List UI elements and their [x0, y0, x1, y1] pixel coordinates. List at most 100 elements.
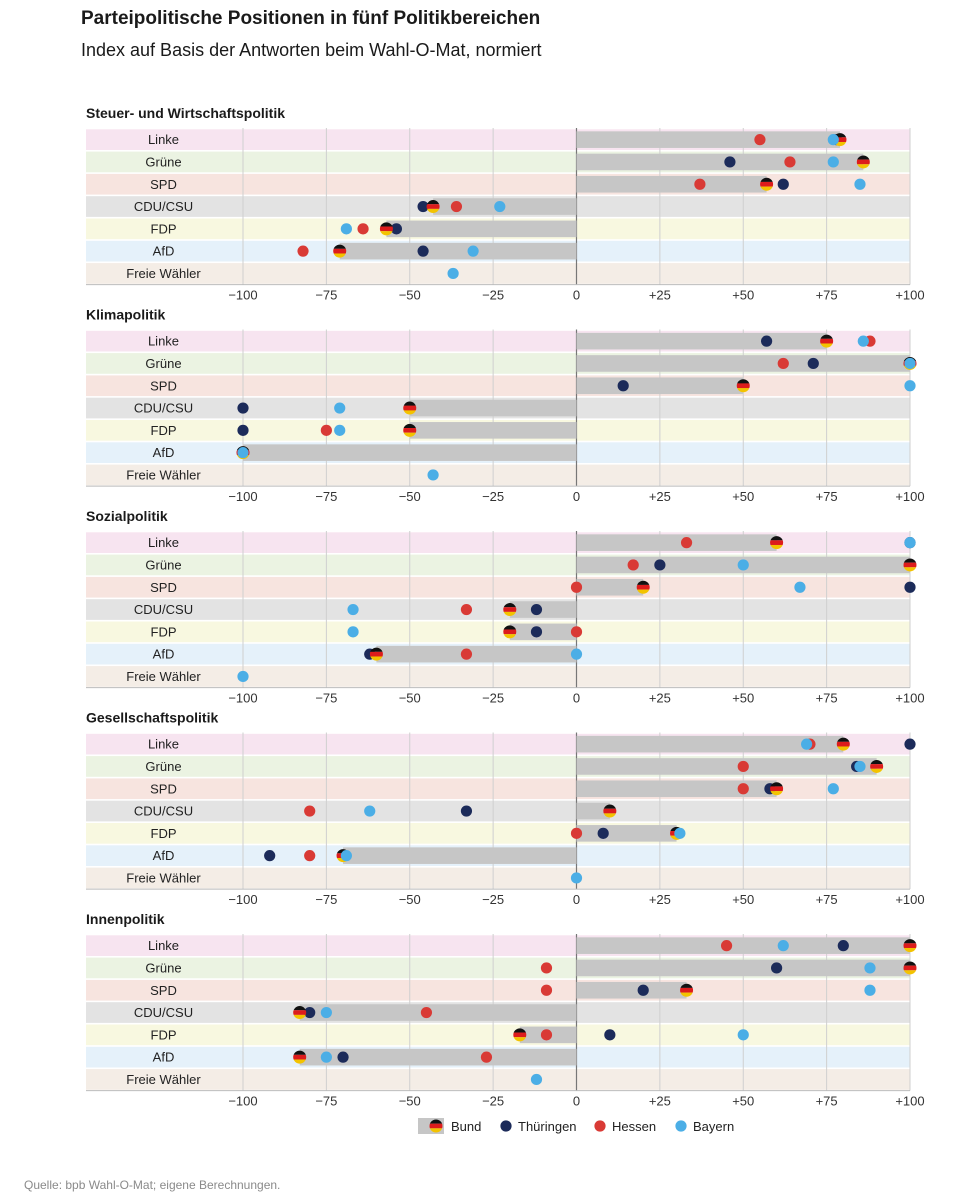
bund-flag-marker [836, 737, 850, 751]
bund-bar [509, 601, 577, 618]
x-tick-label: −50 [399, 489, 421, 504]
bund-bar [386, 220, 577, 238]
bund-bar [509, 623, 577, 641]
party-label: Freie Wähler [126, 669, 201, 684]
hessen-dot [460, 648, 473, 660]
thueringen-dot [837, 940, 849, 952]
hessen-dot [737, 783, 749, 795]
x-tick-label: +50 [732, 691, 754, 706]
hessen-dot [570, 827, 583, 839]
bund-flag-marker [369, 647, 383, 661]
x-tick-label: −50 [399, 288, 421, 303]
bund-bar [409, 399, 577, 417]
hessen-dot [420, 1006, 433, 1019]
bund-bar [576, 131, 840, 148]
legend-item-hessen: Hessen [594, 1119, 656, 1134]
thueringen-dot [760, 335, 773, 347]
bund-flag-marker [293, 1050, 307, 1064]
bund-flag-marker [903, 961, 917, 975]
bund-flag-marker [503, 603, 517, 617]
bund-bar [576, 802, 610, 820]
bund-bar [299, 1048, 577, 1066]
hessen-dot [540, 1029, 553, 1041]
thueringen-dot [597, 827, 609, 839]
bund-flag-marker [856, 155, 870, 169]
bund-bar [576, 534, 777, 551]
party-label: Grüne [145, 356, 181, 371]
bayern-dot [320, 1006, 332, 1019]
bayern-dot [827, 783, 839, 795]
thueringen-dot [654, 559, 666, 571]
x-tick-label: −75 [315, 892, 337, 907]
party-label: Grüne [145, 154, 181, 169]
x-tick-label: −100 [228, 288, 257, 303]
party-label: Grüne [145, 759, 181, 774]
thueringen-dot [637, 984, 649, 996]
bund-bar [576, 153, 864, 171]
hessen-dot [540, 984, 553, 996]
bund-flag-marker [636, 580, 650, 594]
bayern-dot [904, 357, 916, 370]
row-background [86, 599, 910, 620]
row-background [86, 621, 910, 643]
x-tick-label: +75 [816, 892, 838, 907]
thueringen-dot [237, 424, 249, 436]
bund-flag-marker [680, 983, 694, 997]
x-tick-label: −50 [399, 1094, 421, 1109]
bund-flag-marker [293, 1006, 307, 1020]
x-tick-label: +100 [895, 1094, 924, 1109]
row-background [86, 532, 910, 553]
party-label: Freie Wähler [126, 1072, 201, 1087]
bayern-dot [530, 1073, 543, 1086]
hessen-dot [450, 200, 463, 213]
thueringen-dot [417, 245, 429, 257]
x-tick-label: +50 [732, 288, 754, 303]
x-tick-label: +100 [895, 489, 924, 504]
bund-bar [576, 959, 910, 977]
party-label: CDU/CSU [134, 804, 193, 819]
bund-bar [576, 981, 687, 999]
chart-title: Parteipolitische Positionen in fünf Poli… [81, 8, 541, 29]
bund-flag-marker [403, 401, 417, 415]
x-tick-label: +25 [649, 1094, 671, 1109]
bund-flag-marker [403, 423, 417, 437]
bund-bar [576, 758, 877, 775]
bund-bar [576, 937, 910, 954]
x-tick-label: −50 [399, 892, 421, 907]
bund-bar [576, 175, 767, 193]
legend-bayern-dot [675, 1120, 687, 1132]
row-background [86, 867, 910, 889]
party-label: FDP [151, 221, 177, 236]
party-label: SPD [150, 378, 177, 393]
x-tick-label: +50 [732, 1094, 754, 1109]
hessen-dot [357, 223, 369, 235]
party-label: CDU/CSU [134, 1005, 193, 1020]
bayern-dot [237, 670, 249, 683]
legend-label: Thüringen [518, 1119, 577, 1134]
panel: Innenpolitik Linke Grüne SPD CDU/CSU FDP AfD Fr… [86, 911, 925, 1109]
party-label: AfD [153, 848, 175, 863]
party-label: Freie Wähler [126, 870, 201, 885]
hessen-dot [784, 156, 796, 168]
bayern-dot [777, 940, 789, 952]
x-tick-label: −100 [228, 691, 257, 706]
party-label: CDU/CSU [134, 401, 193, 416]
bund-flag-marker [603, 804, 617, 818]
bayern-dot [340, 223, 352, 235]
thueringen-dot [904, 581, 916, 593]
party-label: Grüne [145, 557, 181, 572]
party-label: Linke [148, 132, 179, 147]
party-label: SPD [150, 781, 177, 796]
hessen-dot [737, 760, 749, 773]
party-label: Linke [148, 334, 179, 349]
bayern-dot [854, 178, 866, 190]
bayern-dot [494, 200, 506, 213]
bund-flag-marker [426, 200, 440, 214]
x-tick-label: +25 [649, 288, 671, 303]
x-tick-label: 0 [573, 892, 580, 907]
bayern-dot [334, 402, 346, 414]
row-background [86, 464, 910, 486]
row-background [86, 979, 910, 1001]
row-background [86, 375, 910, 397]
party-label: AfD [153, 244, 175, 259]
